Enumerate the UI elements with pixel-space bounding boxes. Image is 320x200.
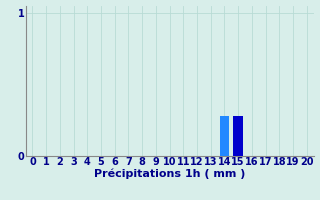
X-axis label: Précipitations 1h ( mm ): Précipitations 1h ( mm ) <box>94 169 245 179</box>
Bar <box>233 116 243 156</box>
Bar <box>220 116 229 156</box>
